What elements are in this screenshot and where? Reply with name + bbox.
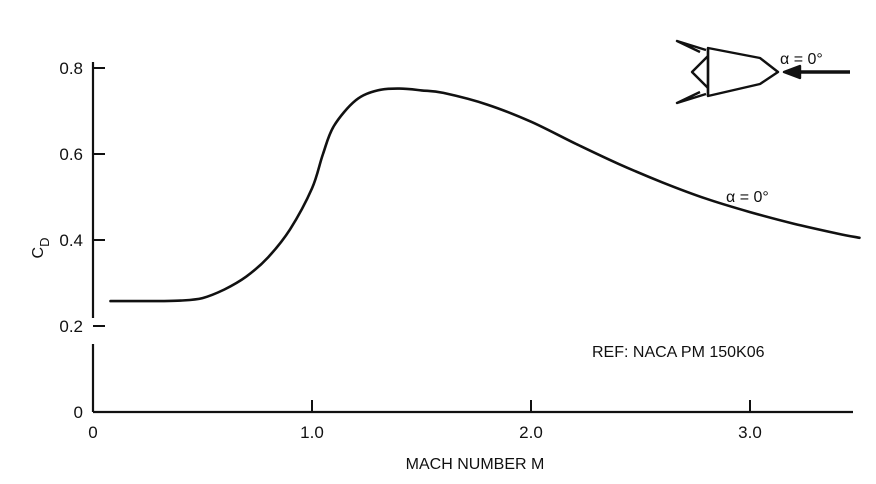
missile-inset-icon	[675, 39, 850, 105]
x-ticks: 0 1.0 2.0 3.0	[88, 400, 762, 442]
x-axis-title: MACH NUMBER M	[406, 456, 545, 473]
svg-text:CD: CD	[30, 238, 52, 259]
y-tick-label: 0.2	[59, 317, 83, 336]
y-axis-title: CD	[30, 238, 52, 259]
inset-label: α = 0°	[780, 51, 823, 68]
x-tick-label: 2.0	[519, 423, 543, 442]
y-tick-label: 0.4	[59, 231, 83, 250]
reference-note: REF: NACA PM 150K06	[592, 344, 765, 361]
x-tick-label: 0	[88, 423, 97, 442]
y-tick-label: 0.8	[59, 59, 83, 78]
y-axis-title-main: C	[30, 247, 47, 259]
y-axis-title-subscript: D	[37, 238, 52, 247]
x-tick-label: 1.0	[300, 423, 324, 442]
curve-label: α = 0°	[726, 189, 769, 206]
series-line-alpha-0	[109, 87, 861, 303]
y-ticks: 0 0.2 0.4 0.6 0.8	[59, 59, 105, 422]
y-tick-label: 0.6	[59, 145, 83, 164]
x-tick-label: 3.0	[738, 423, 762, 442]
y-tick-label: 0	[74, 403, 83, 422]
